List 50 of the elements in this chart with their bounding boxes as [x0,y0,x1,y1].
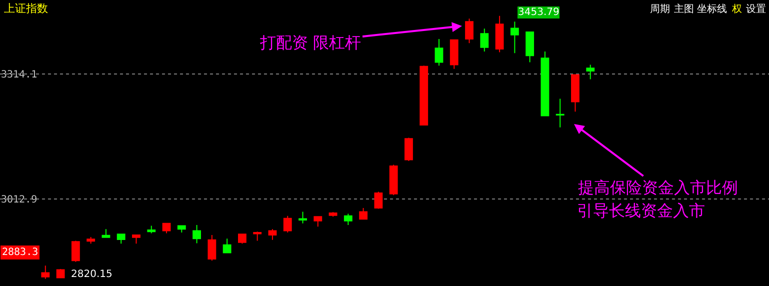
candlestick [571,74,580,112]
text: 主图 [674,3,694,15]
text: 设置 [746,3,766,15]
candlestick [495,15,504,53]
candlestick [298,211,307,224]
candlestick [465,18,474,44]
candlestick [510,21,519,54]
annotation: 提高保险资金入市比例 [578,178,738,197]
candlestick [344,213,352,226]
text: 周期 [650,3,670,15]
text: 权 [731,3,742,15]
candlestick [314,216,322,228]
candlestick [374,191,383,210]
candlestick [192,224,201,244]
candlestick [283,215,292,233]
candlestick [116,233,126,244]
candlestick [389,164,398,196]
candlestick [540,50,550,117]
candlestick [404,137,413,162]
candlestick [132,234,140,244]
candlestick [102,228,110,238]
candlestick [86,236,96,244]
candlestick [177,224,186,233]
candlestick [253,231,262,242]
annotation: 3453.79 [518,7,560,18]
candlestick [147,225,156,234]
annotation: 引导长线资金入市 [577,201,705,220]
y-tick-label: 3012.9 [1,194,38,206]
chart-title: 上证指数 [4,2,48,15]
annotation: 2883.3 [2,247,38,258]
annotation: 打配资 限杠杆 [259,33,362,52]
candlestick [208,234,216,262]
text: 坐标线 [697,3,727,15]
candlestick [268,228,277,240]
candlestick [450,38,458,70]
candlestick [420,65,428,126]
candlestick [71,240,80,262]
candlestick [434,38,444,66]
candlestick [556,98,564,128]
candlestick [162,222,171,234]
candlestick [222,238,232,254]
candlestick [480,28,489,52]
candlestick [56,268,65,279]
candlestick [41,265,50,280]
candlestick [586,64,595,80]
y-tick-label: 3314.1 [1,69,38,80]
annotation: 2820.15 [71,269,112,280]
candlestick [526,31,534,63]
candlestick [359,207,368,220]
candlestick [238,234,246,244]
